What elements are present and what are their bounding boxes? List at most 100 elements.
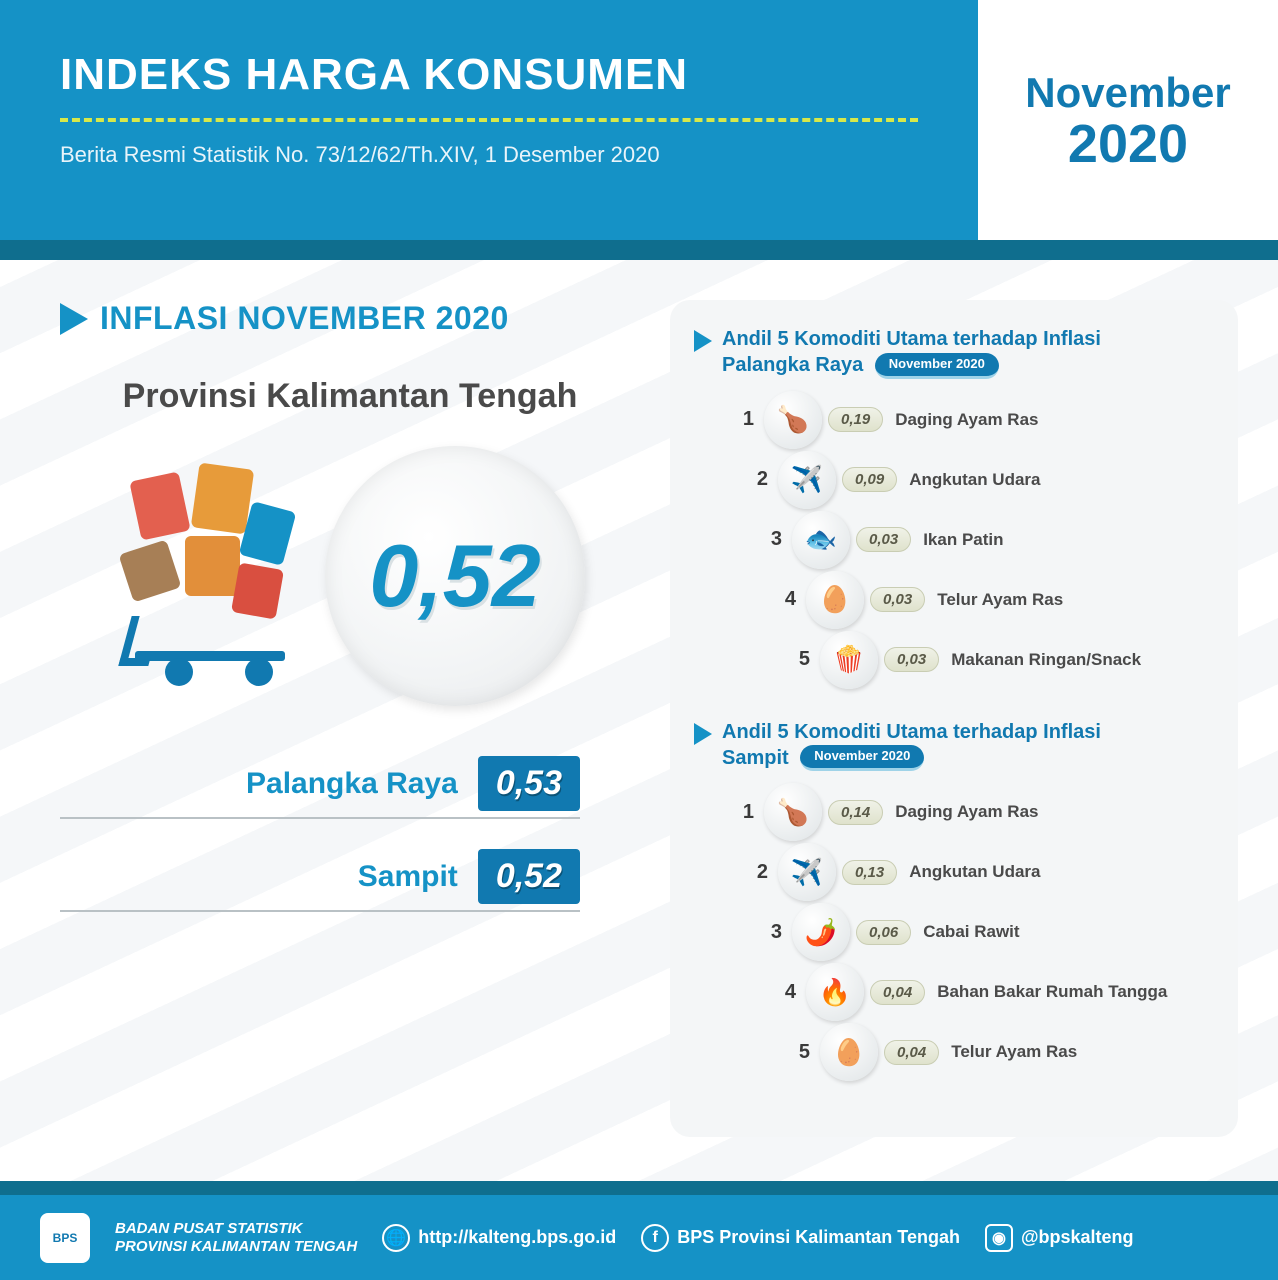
commodity-name: Angkutan Udara <box>909 862 1040 882</box>
hero-row: 0,52 <box>60 446 640 706</box>
commodity-icon: 🥚 <box>806 571 864 629</box>
left-column: INFLASI NOVEMBER 2020 Provinsi Kalimanta… <box>60 300 640 1137</box>
globe-icon: 🌐 <box>382 1224 410 1252</box>
city-label: Palangka Raya <box>246 767 458 801</box>
footer: BPS BADAN PUSAT STATISTIK PROVINSI KALIM… <box>0 1195 1278 1280</box>
commodity-period-pill: November 2020 <box>875 353 999 379</box>
commodity-header: Andil 5 Komoditi Utama terhadap InflasiS… <box>694 719 1214 772</box>
commodity-item: 2 ✈️0,09 Angkutan Udara <box>748 451 1214 509</box>
footer-org-line2: PROVINSI KALIMANTAN TENGAH <box>115 1238 357 1256</box>
commodity-rank: 1 <box>734 801 754 824</box>
commodity-item: 4 🔥0,04 Bahan Bakar Rumah Tangga <box>776 963 1214 1021</box>
commodity-name: Daging Ayam Ras <box>895 410 1038 430</box>
commodity-rank: 3 <box>762 528 782 551</box>
commodity-name: Makanan Ringan/Snack <box>951 650 1141 670</box>
footer-website[interactable]: 🌐 http://kalteng.bps.go.id <box>382 1224 616 1252</box>
commodity-rank: 3 <box>762 921 782 944</box>
commodity-icon: 🥚 <box>820 1023 878 1081</box>
play-icon <box>60 303 88 335</box>
instagram-icon: ◉ <box>985 1224 1013 1252</box>
commodity-item: 4 🥚0,03 Telur Ayam Ras <box>776 571 1214 629</box>
commodity-item: 5🥚0,04Telur Ayam Ras <box>790 1023 1214 1081</box>
footer-instagram-text: @bpskalteng <box>1021 1227 1134 1248</box>
play-icon <box>694 723 712 745</box>
commodity-rank: 5 <box>790 1041 810 1064</box>
commodity-rank: 2 <box>748 468 768 491</box>
commodity-value: 0,13 <box>842 860 897 885</box>
section-title-row: INFLASI NOVEMBER 2020 <box>60 300 640 337</box>
main-content: INFLASI NOVEMBER 2020 Provinsi Kalimanta… <box>0 260 1278 1137</box>
commodity-name: Bahan Bakar Rumah Tangga <box>937 982 1167 1002</box>
commodity-period-pill: November 2020 <box>800 745 924 771</box>
right-column: Andil 5 Komoditi Utama terhadap InflasiP… <box>670 300 1238 1137</box>
commodity-rank: 1 <box>734 408 754 431</box>
city-row: Sampit 0,52 <box>60 849 580 912</box>
commodity-list: 1 🍗0,19 Daging Ayam Ras 2 ✈️0,09 Angkutan Uda… <box>694 391 1214 689</box>
commodity-name: Daging Ayam Ras <box>895 802 1038 822</box>
commodity-value: 0,04 <box>870 980 925 1005</box>
commodity-value: 0,09 <box>842 467 897 492</box>
city-value-badge: 0,52 <box>478 849 580 904</box>
commodity-name: Cabai Rawit <box>923 922 1019 942</box>
commodity-list: 1 🍗0,14 Daging Ayam Ras 2 ✈️0,13 Angkutan Uda… <box>694 783 1214 1081</box>
footer-pre-strip <box>0 1181 1278 1195</box>
commodity-icon: 🍗 <box>764 783 822 841</box>
header-left: INDEKS HARGA KONSUMEN Berita Resmi Stati… <box>0 0 978 240</box>
commodity-rank: 4 <box>776 588 796 611</box>
commodity-rank: 2 <box>748 861 768 884</box>
city-label: Sampit <box>358 860 458 894</box>
commodity-icon: 🍿 <box>820 631 878 689</box>
commodity-item: 1 🍗0,14 Daging Ayam Ras <box>734 783 1214 841</box>
header-subtitle: Berita Resmi Statistik No. 73/12/62/Th.X… <box>60 142 918 168</box>
commodity-value: 0,03 <box>856 527 911 552</box>
commodity-value: 0,03 <box>884 647 939 672</box>
commodity-block: Andil 5 Komoditi Utama terhadap InflasiP… <box>694 326 1214 689</box>
facebook-icon: f <box>641 1224 669 1252</box>
commodity-icon: 🐟 <box>792 511 850 569</box>
commodity-rank: 4 <box>776 981 796 1004</box>
commodity-name: Telur Ayam Ras <box>937 590 1063 610</box>
header-date-box: November 2020 <box>978 0 1278 240</box>
commodity-value: 0,14 <box>828 800 883 825</box>
commodity-icon: 🔥 <box>806 963 864 1021</box>
dashed-divider <box>60 118 918 122</box>
section-title: INFLASI NOVEMBER 2020 <box>100 300 509 337</box>
header-month: November <box>1025 69 1230 117</box>
shopping-cart-graphic <box>115 466 315 686</box>
footer-org-line1: BADAN PUSAT STATISTIK <box>115 1220 357 1238</box>
header-year: 2020 <box>1068 117 1188 171</box>
commodity-title: Andil 5 Komoditi Utama terhadap InflasiP… <box>722 326 1101 379</box>
city-row: Palangka Raya 0,53 <box>60 756 580 819</box>
footer-facebook[interactable]: f BPS Provinsi Kalimantan Tengah <box>641 1224 960 1252</box>
page-title: INDEKS HARGA KONSUMEN <box>60 50 918 100</box>
teal-strip <box>0 240 1278 260</box>
city-value-badge: 0,53 <box>478 756 580 811</box>
main-value: 0,52 <box>369 525 540 627</box>
commodity-item: 2 ✈️0,13 Angkutan Udara <box>748 843 1214 901</box>
footer-instagram[interactable]: ◉ @bpskalteng <box>985 1224 1134 1252</box>
commodity-item: 1 🍗0,19 Daging Ayam Ras <box>734 391 1214 449</box>
play-icon <box>694 330 712 352</box>
commodity-title: Andil 5 Komoditi Utama terhadap InflasiS… <box>722 719 1101 772</box>
commodity-icon: ✈️ <box>778 843 836 901</box>
commodity-name: Ikan Patin <box>923 530 1003 550</box>
header: INDEKS HARGA KONSUMEN Berita Resmi Stati… <box>0 0 1278 240</box>
commodity-icon: 🍗 <box>764 391 822 449</box>
commodity-header: Andil 5 Komoditi Utama terhadap InflasiP… <box>694 326 1214 379</box>
commodity-item: 3 🐟0,03 Ikan Patin <box>762 511 1214 569</box>
commodity-value: 0,19 <box>828 407 883 432</box>
commodity-name: Angkutan Udara <box>909 470 1040 490</box>
commodity-value: 0,03 <box>870 587 925 612</box>
commodity-name: Telur Ayam Ras <box>951 1042 1077 1062</box>
main-value-circle: 0,52 <box>325 446 585 706</box>
footer-org: BADAN PUSAT STATISTIK PROVINSI KALIMANTA… <box>115 1220 357 1256</box>
commodity-item: 3 🌶️0,06 Cabai Rawit <box>762 903 1214 961</box>
province-title: Provinsi Kalimantan Tengah <box>60 377 640 416</box>
footer-facebook-text: BPS Provinsi Kalimantan Tengah <box>677 1227 960 1248</box>
bps-logo-icon: BPS <box>40 1213 90 1263</box>
commodity-icon: 🌶️ <box>792 903 850 961</box>
commodity-item: 5🍿0,03Makanan Ringan/Snack <box>790 631 1214 689</box>
footer-website-text: http://kalteng.bps.go.id <box>418 1227 616 1248</box>
commodity-value: 0,06 <box>856 920 911 945</box>
commodity-icon: ✈️ <box>778 451 836 509</box>
